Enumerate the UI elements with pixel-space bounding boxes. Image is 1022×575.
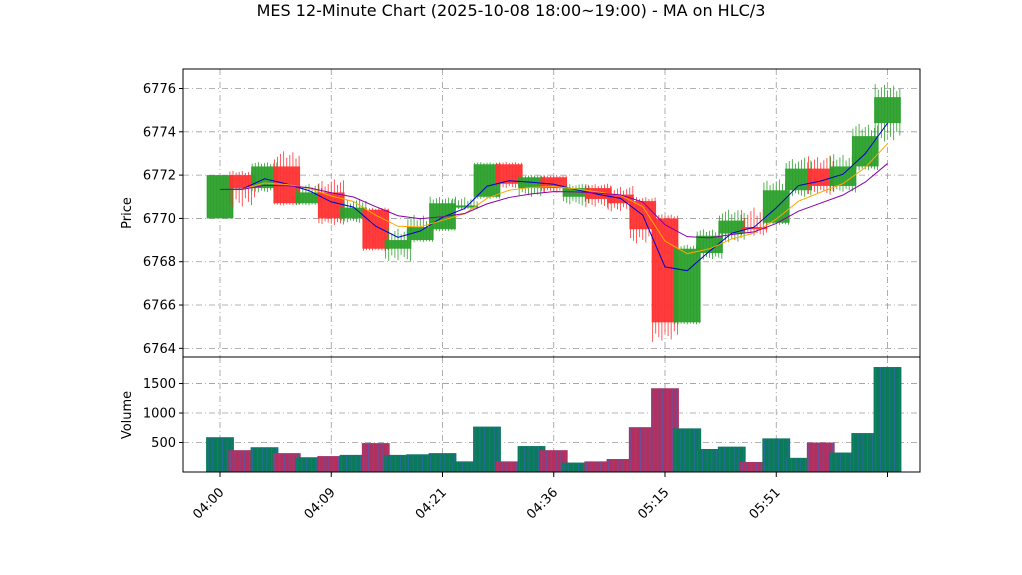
volume-bar xyxy=(562,462,590,472)
volume-bar xyxy=(272,453,301,472)
price-y-ticks: 6764 6766 6768 6770 6772 6774 6776 xyxy=(143,82,183,357)
volume-bar xyxy=(606,459,635,472)
candle xyxy=(673,244,701,325)
candle xyxy=(273,151,301,206)
volume-bar-fill xyxy=(495,461,524,472)
ma-slow-line xyxy=(219,163,888,239)
volume-bar-fill xyxy=(740,461,768,472)
price-grid xyxy=(183,69,920,357)
price-frame xyxy=(182,68,921,358)
volume-bar xyxy=(450,461,479,472)
price-tick-label: 6776 xyxy=(143,82,176,97)
chart-title: MES 12-Minute Chart (2025-10-08 18:00~19… xyxy=(257,1,766,20)
candle xyxy=(562,183,590,206)
volume-y-label: Volume xyxy=(120,391,135,439)
ma-mid-line xyxy=(219,143,888,255)
price-candles xyxy=(206,84,901,342)
candle xyxy=(228,170,256,208)
price-tick-label: 6768 xyxy=(143,255,176,270)
volume-bars xyxy=(206,367,902,472)
price-tick-label: 6764 xyxy=(143,342,176,357)
x-tick-label: 05:15 xyxy=(635,485,672,522)
volume-panel: 500 1000 1500 Volume xyxy=(120,356,921,473)
price-tick-label: 6772 xyxy=(143,169,176,184)
volume-tick-label: 500 xyxy=(151,436,176,451)
x-tick-label: 05:51 xyxy=(747,485,784,522)
x-tick-label: 04:00 xyxy=(190,485,227,522)
candle xyxy=(762,179,790,225)
candle xyxy=(851,123,879,171)
volume-frame xyxy=(182,356,921,473)
volume-bar xyxy=(784,457,813,472)
candle xyxy=(718,209,746,243)
volume-bar-fill xyxy=(584,461,613,472)
volume-bar-fill xyxy=(873,367,902,472)
ma-fast-line xyxy=(219,122,888,272)
candle xyxy=(785,157,812,197)
volume-bar xyxy=(339,454,368,472)
price-moving-averages xyxy=(219,122,888,272)
candle xyxy=(495,162,523,189)
price-tick-label: 6774 xyxy=(143,125,176,140)
volume-y-ticks: 500 1000 1500 xyxy=(143,377,183,451)
candle xyxy=(874,84,901,143)
price-y-label: Price xyxy=(120,197,135,229)
volume-tick-label: 1000 xyxy=(143,407,176,422)
x-tick-label: 04:21 xyxy=(413,485,450,522)
x-ticks: 04:00 04:09 04:21 04:36 05:15 05:51 xyxy=(190,472,888,522)
candle xyxy=(406,214,434,243)
volume-tick-label: 1500 xyxy=(143,377,176,392)
volume-bar xyxy=(295,457,323,472)
volume-grid xyxy=(183,357,920,472)
volume-bar-fill xyxy=(562,462,590,472)
volume-bar xyxy=(539,450,568,472)
volume-bar-fill xyxy=(450,461,479,472)
x-tick-label: 04:36 xyxy=(524,485,561,522)
price-tick-label: 6770 xyxy=(143,212,176,227)
volume-bar xyxy=(384,454,412,472)
candle xyxy=(696,229,723,260)
x-tick-label: 04:09 xyxy=(302,485,339,522)
volume-bar xyxy=(873,367,902,472)
price-tick-label: 6766 xyxy=(143,299,176,314)
price-panel: 6764 6766 6768 6770 6772 6774 6776 Price xyxy=(120,68,921,358)
